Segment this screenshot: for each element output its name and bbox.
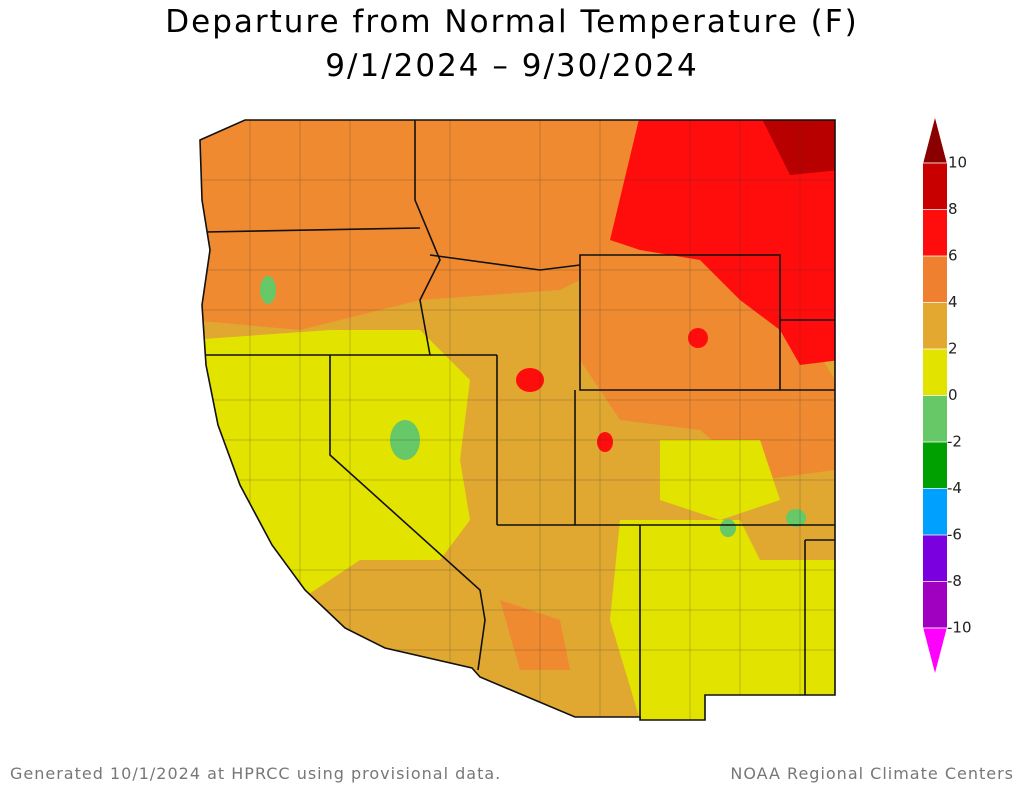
colorbar-tick-label: -4 — [947, 479, 962, 497]
map-outline — [199, 119, 836, 721]
colorbar-cap — [922, 116, 948, 164]
temperature-map — [200, 120, 835, 720]
title-line: 9/1/2024 – 9/30/2024 — [325, 48, 698, 84]
colorbar-tick-label: 4 — [948, 293, 958, 311]
colorbar-band — [923, 163, 947, 210]
colorbar-cap — [922, 627, 948, 675]
colorbar-tick-label: 2 — [948, 340, 958, 358]
colorbar: 10 8 6 4 2 0 -2 -4 -6 -8 -10 — [922, 116, 972, 675]
colorbar-tick-label: 8 — [948, 200, 958, 218]
colorbar-band — [923, 209, 947, 256]
title-line: Departure from Normal Temperature (F) — [165, 4, 858, 40]
colorbar-band — [923, 535, 947, 582]
shade-6-8 — [516, 368, 544, 392]
shade-6-8 — [688, 328, 708, 348]
colorbar-band — [923, 442, 947, 489]
colorbar-band — [923, 581, 947, 628]
colorbar-band — [923, 302, 947, 349]
shade-minus2-0 — [786, 509, 806, 527]
colorbar-tick-label: -6 — [947, 526, 962, 544]
county-lines — [200, 120, 835, 720]
shade-4-6 — [200, 120, 640, 330]
colorbar-band — [923, 349, 947, 396]
colorbar-band — [923, 256, 947, 303]
shade-minus2-0 — [720, 519, 736, 537]
state-borders — [200, 120, 835, 720]
colorbar-tick-label: -8 — [947, 572, 962, 590]
colorbar-tick-label: 10 — [948, 154, 967, 172]
footer-credit: NOAA Regional Climate Centers — [730, 764, 1014, 783]
footer-note: Generated 10/1/2024 at HPRCC using provi… — [10, 764, 501, 783]
colorbar-tick-label: 0 — [948, 386, 958, 404]
shade-6-8 — [610, 120, 835, 365]
shade-minus2-0 — [260, 276, 276, 304]
shade-6-8 — [597, 432, 613, 452]
colorbar-tick-label: -10 — [947, 619, 972, 637]
colorbar-tick-label: 6 — [948, 247, 958, 265]
shade-4-6 — [500, 600, 570, 670]
colorbar-tick-label: -2 — [947, 433, 962, 451]
colorbar-band — [923, 395, 947, 442]
colorbar-band — [923, 488, 947, 535]
